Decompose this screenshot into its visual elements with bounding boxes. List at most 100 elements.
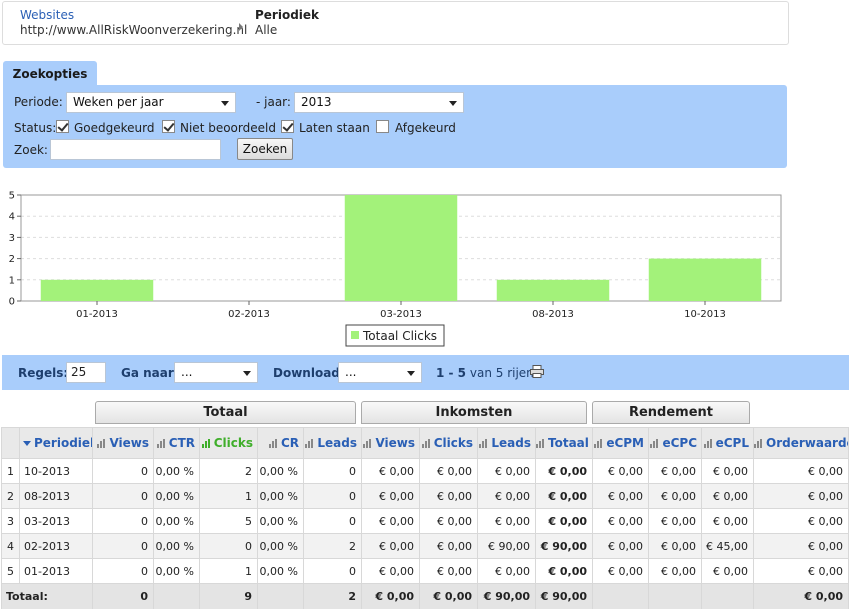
tab-zoekopties[interactable]: Zoekopties	[3, 61, 97, 86]
y-tick-label: 3	[9, 233, 15, 244]
zoeken-button[interactable]: Zoeken	[237, 138, 293, 160]
x-tick-label: 03-2013	[380, 309, 422, 320]
search-input[interactable]	[50, 139, 221, 160]
ganaar-select[interactable]: ...	[174, 362, 258, 383]
col-ctr[interactable]: CTR	[153, 427, 200, 459]
status-niet-beoordeeld-checkbox[interactable]	[162, 120, 175, 133]
col-leads[interactable]: Leads	[303, 427, 362, 459]
table-row[interactable]: 4 02-2013 0 0,00 % 0 0,00 % 2 € 0,00 € 0,00 € 90,…	[1, 533, 849, 559]
table-header-row: Periodiek Views CTR Clicks CR Leads View…	[1, 427, 849, 459]
table-cell: 0,00 %	[153, 558, 200, 584]
download-select[interactable]: ...	[338, 362, 422, 383]
table-cell: € 0,00	[361, 533, 420, 559]
status-goedgekeurd-checkbox[interactable]	[56, 120, 69, 133]
col-ctr-label: CTR	[168, 436, 195, 450]
table-cell: 2	[303, 533, 362, 559]
group-inkomsten: Inkomsten	[361, 401, 587, 424]
jaar-select[interactable]: 2013	[294, 92, 464, 113]
printer-icon[interactable]	[530, 365, 544, 378]
bar[interactable]	[648, 258, 762, 301]
col-ecpl[interactable]: eCPL	[701, 427, 754, 459]
periode-select[interactable]: Weken per jaar	[66, 92, 236, 113]
totals-label: Totaal:	[1, 583, 93, 609]
breadcrumb-periodiek: Periodiek Alle	[255, 8, 319, 38]
col-ink-totaal[interactable]: Totaal	[535, 427, 593, 459]
x-tick-label: 02-2013	[228, 309, 270, 320]
col-orderwaarde-label: Orderwaarde	[766, 436, 849, 450]
y-tick-label: 1	[9, 275, 15, 286]
col-ecpm[interactable]: eCPM	[592, 427, 649, 459]
table-row[interactable]: 3 03-2013 0 0,00 % 5 0,00 % 0 € 0,00 € 0,00 € 0,0…	[1, 508, 849, 534]
row-index: 5	[1, 558, 20, 584]
col-ink-clicks[interactable]: Clicks	[419, 427, 478, 459]
total-cell	[701, 583, 754, 609]
col-ink-leads-label: Leads	[491, 436, 531, 450]
total-cell: € 90,00	[477, 583, 536, 609]
col-views[interactable]: Views	[92, 427, 154, 459]
chevron-down-icon	[221, 101, 229, 106]
total-cell	[153, 583, 200, 609]
table-cell: € 0,00	[592, 558, 649, 584]
table-cell: 0	[92, 533, 154, 559]
col-ink-leads[interactable]: Leads	[477, 427, 536, 459]
col-cr[interactable]: CR	[257, 427, 304, 459]
bar[interactable]	[496, 279, 610, 301]
chevron-down-icon	[243, 371, 251, 376]
status-afgekeurd-checkbox[interactable]	[376, 120, 389, 133]
table-cell: € 0,00	[419, 483, 478, 509]
bar[interactable]	[344, 195, 458, 301]
table-cell: € 0,00	[592, 508, 649, 534]
jaar-label: - jaar:	[256, 95, 291, 109]
table-row[interactable]: 1 10-2013 0 0,00 % 2 0,00 % 0 € 0,00 € 0,00 € 0,0…	[1, 458, 849, 484]
table-cell: 0	[303, 508, 362, 534]
table-cell: € 0,00	[419, 508, 478, 534]
totals-row: Totaal: 0 9 2 € 0,00 € 0,00 € 90,00 € 90…	[1, 583, 849, 609]
legend-label: Totaal Clicks	[362, 329, 437, 343]
y-tick-label: 4	[9, 212, 15, 223]
search-panel: Periode: Weken per jaar - jaar: 2013 Sta…	[3, 85, 787, 168]
table-cell: 0,00 %	[257, 508, 304, 534]
table-cell: € 0,00	[648, 508, 702, 534]
status-laten-staan-checkbox[interactable]	[281, 120, 294, 133]
table-cell: € 0,00	[535, 558, 593, 584]
total-cell: € 90,00	[535, 583, 593, 609]
regels-label: Regels:	[18, 366, 69, 380]
table-cell: 0,00 %	[257, 533, 304, 559]
total-cell	[592, 583, 649, 609]
table-cell: 0	[199, 533, 258, 559]
periode-label: Periode:	[14, 95, 63, 109]
table-cell: € 0,00	[535, 508, 593, 534]
col-ink-totaal-label: Totaal	[548, 436, 589, 450]
col-ink-views-label: Views	[375, 436, 415, 450]
table-cell: € 0,00	[477, 508, 536, 534]
col-periodiek[interactable]: Periodiek	[19, 427, 93, 459]
col-ink-views[interactable]: Views	[361, 427, 420, 459]
chevron-down-icon	[407, 371, 415, 376]
table-cell: 0	[303, 458, 362, 484]
row-range: 1 - 5	[436, 366, 467, 380]
table-cell: 0,00 %	[257, 458, 304, 484]
col-orderwaarde[interactable]: Orderwaarde	[753, 427, 849, 459]
col-ecpc[interactable]: eCPC	[648, 427, 702, 459]
breadcrumb-websites-label[interactable]: Websites	[20, 8, 75, 22]
breadcrumb-websites[interactable]: Websites http://www.AllRiskWoonverzekeri…	[20, 8, 247, 38]
table-cell: € 0,00	[648, 558, 702, 584]
row-index: 3	[1, 508, 20, 534]
col-cr-label: CR	[280, 436, 299, 450]
table-cell: 0	[92, 458, 154, 484]
table-row[interactable]: 2 08-2013 0 0,00 % 1 0,00 % 0 € 0,00 € 0,00 € 0,0…	[1, 483, 849, 509]
bar[interactable]	[40, 279, 154, 301]
row-count-text: van 5 rijen	[469, 366, 534, 380]
total-cell: 2	[303, 583, 362, 609]
table-cell: € 0,00	[701, 508, 754, 534]
regels-input[interactable]: 25	[66, 362, 106, 383]
col-clicks[interactable]: Clicks	[199, 427, 258, 459]
table-cell: 0,00 %	[153, 533, 200, 559]
table-row[interactable]: 5 01-2013 0 0,00 % 1 0,00 % 0 € 0,00 € 0,00 € 0,0…	[1, 558, 849, 584]
stats-icon	[156, 439, 166, 448]
table-cell: € 0,00	[361, 458, 420, 484]
stats-icon	[268, 439, 278, 448]
table-cell: € 0,00	[535, 458, 593, 484]
col-index	[1, 427, 20, 459]
table-cell: € 0,00	[419, 558, 478, 584]
